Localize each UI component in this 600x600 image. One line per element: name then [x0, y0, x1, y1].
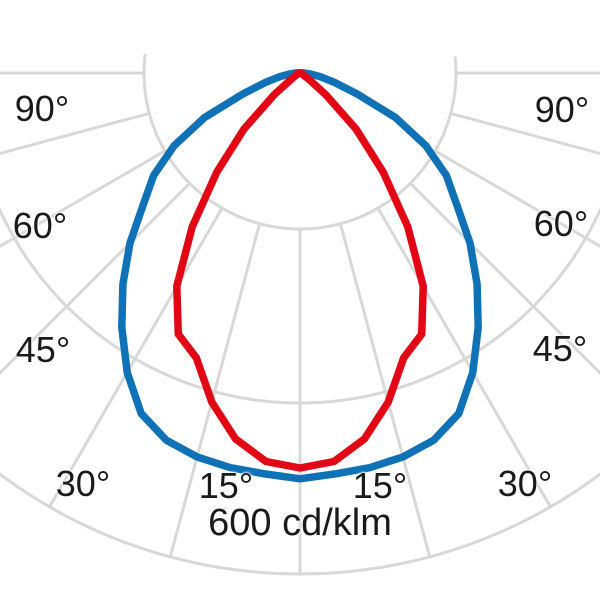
grid-radial-45-left — [0, 181, 192, 376]
angle-label-90-left: 90° — [14, 88, 70, 129]
angle-label-30-left: 30° — [55, 463, 111, 504]
grid-ring-200 — [142, 53, 458, 231]
angle-label-15-right: 15° — [352, 465, 408, 506]
grid-radial-60-right — [433, 149, 600, 248]
angle-label-90-right: 90° — [534, 89, 590, 130]
intensity-scale-label: 600 cd/klm — [208, 502, 392, 544]
angle-label-30-right: 30° — [497, 463, 553, 504]
grid-radial-15-right — [338, 222, 432, 559]
angle-label-60-left: 60° — [12, 205, 68, 246]
curve-C0-C180 — [118, 69, 482, 483]
angle-label-60-right: 60° — [533, 203, 589, 244]
grid-ring-600 — [0, 472, 600, 576]
grid-radial-60-left — [0, 149, 167, 248]
grid-radial-75-left — [0, 111, 151, 155]
angle-label-15-left: 15° — [198, 465, 254, 506]
grid-radial-15-left — [168, 222, 262, 559]
grid-ring-400 — [0, 206, 600, 405]
angle-label-45-right: 45° — [532, 328, 588, 369]
grid-radial-45-right — [408, 181, 600, 376]
grid-radial-30-right — [376, 206, 552, 509]
grid-radial-75-right — [449, 111, 600, 155]
curve-C90-C270 — [173, 69, 427, 472]
angle-label-45-left: 45° — [15, 329, 71, 370]
grid-radial-30-left — [48, 206, 224, 509]
